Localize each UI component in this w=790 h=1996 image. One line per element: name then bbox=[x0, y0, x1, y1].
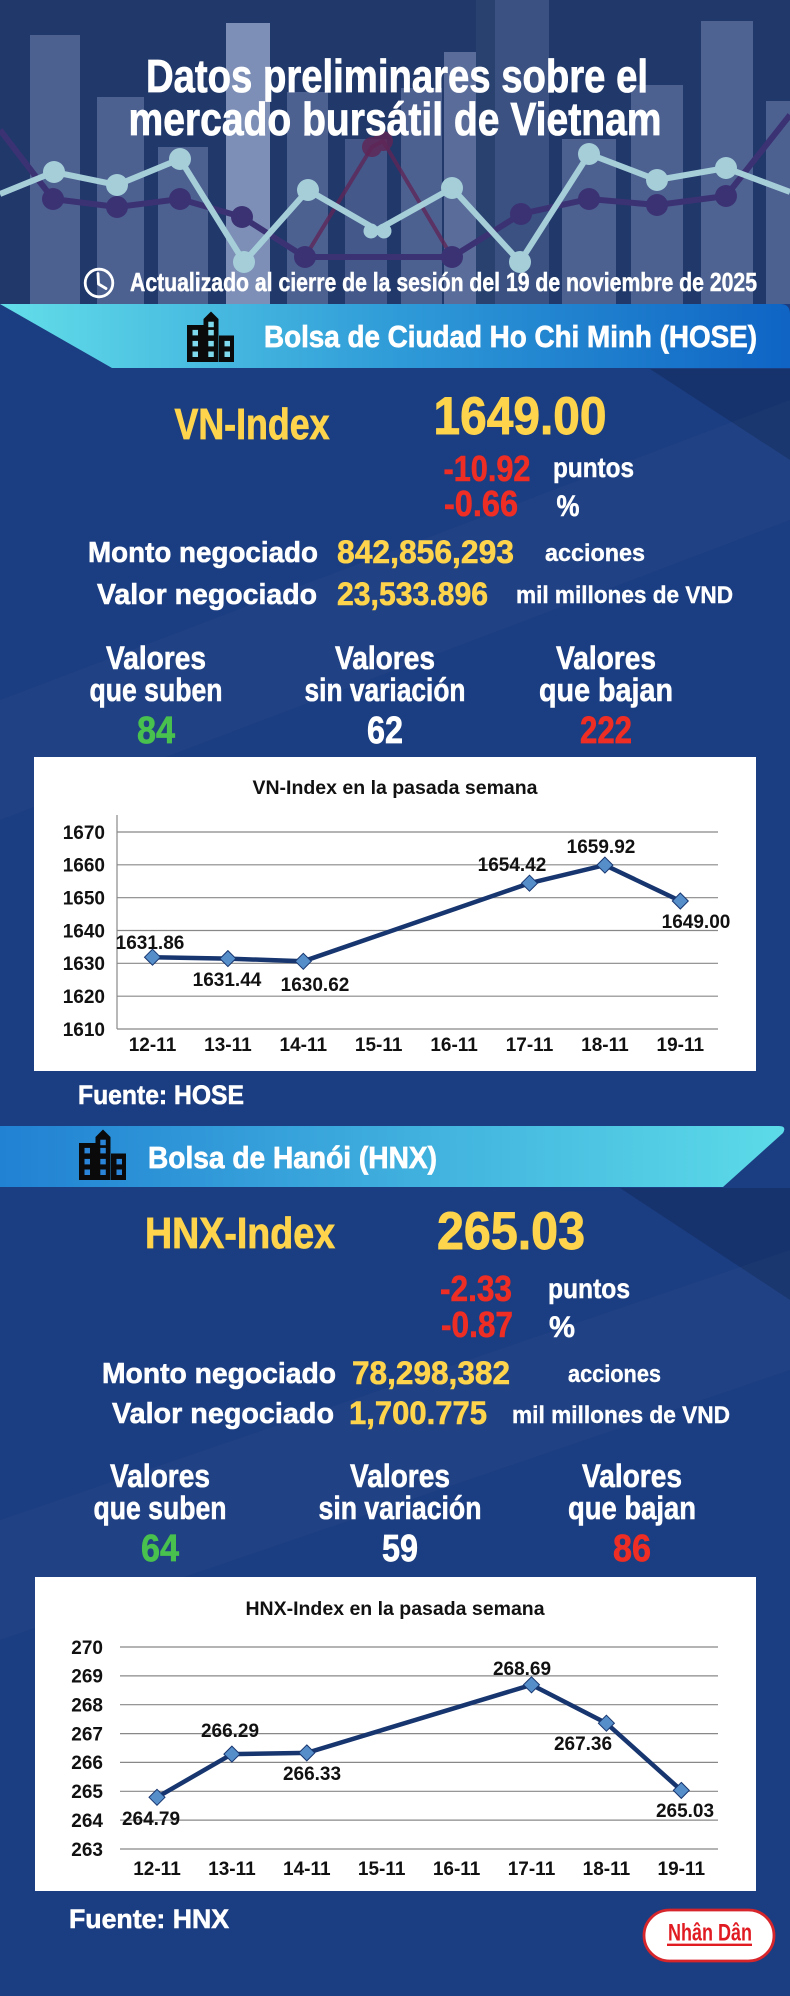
svg-text:Valores: Valores bbox=[350, 1458, 450, 1494]
svg-text:17-11: 17-11 bbox=[508, 1859, 556, 1880]
svg-text:1640: 1640 bbox=[63, 921, 105, 942]
svg-text:18-11: 18-11 bbox=[583, 1859, 631, 1880]
svg-text:270: 270 bbox=[71, 1638, 103, 1659]
svg-text:1631.86: 1631.86 bbox=[116, 933, 185, 954]
svg-text:84: 84 bbox=[137, 710, 175, 752]
svg-text:62: 62 bbox=[367, 710, 403, 752]
svg-text:1650: 1650 bbox=[63, 889, 105, 910]
svg-text:sin variación: sin variación bbox=[319, 1490, 482, 1526]
svg-text:265.03: 265.03 bbox=[437, 1202, 585, 1261]
svg-text:acciones: acciones bbox=[545, 540, 645, 567]
svg-text:Bolsa de Hanói (HNX): Bolsa de Hanói (HNX) bbox=[148, 1140, 437, 1175]
svg-text:que suben: que suben bbox=[90, 672, 223, 708]
svg-text:842,856,293: 842,856,293 bbox=[337, 534, 514, 570]
svg-text:1649.00: 1649.00 bbox=[434, 387, 607, 446]
svg-text:18-11: 18-11 bbox=[581, 1035, 629, 1056]
svg-text:-10.92: -10.92 bbox=[444, 448, 531, 489]
svg-text:VN-Index: VN-Index bbox=[175, 400, 330, 449]
svg-text:1649.00: 1649.00 bbox=[662, 912, 731, 933]
svg-text:Valor negociado: Valor negociado bbox=[112, 1398, 334, 1430]
svg-text:19-11: 19-11 bbox=[658, 1859, 706, 1880]
svg-text:puntos: puntos bbox=[548, 1273, 630, 1304]
svg-text:267: 267 bbox=[71, 1724, 103, 1745]
svg-text:1631.44: 1631.44 bbox=[193, 970, 262, 991]
svg-text:VN-Index en la pasada semana: VN-Index en la pasada semana bbox=[252, 777, 537, 799]
svg-text:1670: 1670 bbox=[63, 823, 105, 844]
svg-text:%: % bbox=[549, 1311, 575, 1344]
svg-text:264.79: 264.79 bbox=[122, 1809, 180, 1830]
svg-text:-0.66: -0.66 bbox=[444, 483, 518, 524]
svg-text:HNX-Index en la pasada semana: HNX-Index en la pasada semana bbox=[245, 1598, 544, 1620]
svg-text:266: 266 bbox=[71, 1753, 103, 1774]
svg-text:16-11: 16-11 bbox=[433, 1859, 481, 1880]
svg-text:23,533.896: 23,533.896 bbox=[337, 576, 488, 612]
svg-text:sin variación: sin variación bbox=[305, 672, 466, 708]
svg-text:269: 269 bbox=[71, 1667, 103, 1688]
svg-text:Monto negociado: Monto negociado bbox=[102, 1358, 336, 1390]
svg-text:17-11: 17-11 bbox=[506, 1035, 554, 1056]
svg-text:1630.62: 1630.62 bbox=[281, 975, 350, 996]
svg-text:1654.42: 1654.42 bbox=[478, 855, 547, 876]
svg-text:263: 263 bbox=[71, 1840, 103, 1861]
svg-text:Nhân Dân: Nhân Dân bbox=[668, 1920, 752, 1947]
svg-text:Fuente: HNX: Fuente: HNX bbox=[69, 1904, 229, 1934]
svg-text:15-11: 15-11 bbox=[355, 1035, 403, 1056]
svg-text:que bajan: que bajan bbox=[539, 672, 673, 708]
svg-text:12-11: 12-11 bbox=[133, 1859, 181, 1880]
svg-text:78,298,382: 78,298,382 bbox=[352, 1355, 510, 1391]
svg-text:1620: 1620 bbox=[63, 987, 105, 1008]
svg-text:-2.33: -2.33 bbox=[440, 1268, 512, 1309]
svg-text:64: 64 bbox=[141, 1528, 179, 1570]
svg-text:265: 265 bbox=[71, 1782, 103, 1803]
svg-text:15-11: 15-11 bbox=[358, 1859, 406, 1880]
svg-text:-0.87: -0.87 bbox=[441, 1304, 513, 1345]
svg-text:268: 268 bbox=[71, 1696, 103, 1717]
svg-text:12-11: 12-11 bbox=[129, 1035, 177, 1056]
svg-text:268.69: 268.69 bbox=[493, 1659, 551, 1680]
svg-text:Bolsa de Ciudad Ho Chi Minh (H: Bolsa de Ciudad Ho Chi Minh (HOSE) bbox=[264, 319, 757, 354]
svg-text:86: 86 bbox=[613, 1528, 651, 1570]
svg-text:Valor negociado: Valor negociado bbox=[97, 579, 317, 611]
svg-text:266.33: 266.33 bbox=[283, 1764, 341, 1785]
svg-text:que bajan: que bajan bbox=[568, 1490, 696, 1526]
svg-text:mil millones de VND: mil millones de VND bbox=[516, 582, 733, 609]
svg-text:Valores: Valores bbox=[582, 1458, 682, 1494]
svg-text:puntos: puntos bbox=[553, 452, 634, 483]
svg-text:1660: 1660 bbox=[63, 856, 105, 877]
svg-text:acciones: acciones bbox=[568, 1361, 661, 1388]
svg-text:mercado bursátil de Vietnam: mercado bursátil de Vietnam bbox=[129, 93, 662, 145]
svg-text:266.29: 266.29 bbox=[201, 1721, 259, 1742]
svg-text:%: % bbox=[557, 490, 580, 523]
svg-text:16-11: 16-11 bbox=[430, 1035, 478, 1056]
svg-text:Valores: Valores bbox=[556, 640, 656, 676]
svg-text:19-11: 19-11 bbox=[657, 1035, 705, 1056]
svg-text:mil millones de VND: mil millones de VND bbox=[512, 1402, 730, 1429]
svg-text:267.36: 267.36 bbox=[554, 1734, 612, 1755]
svg-text:Valores: Valores bbox=[335, 640, 435, 676]
svg-text:HNX-Index: HNX-Index bbox=[145, 1209, 335, 1258]
svg-text:que suben: que suben bbox=[94, 1490, 227, 1526]
svg-text:Fuente: HOSE: Fuente: HOSE bbox=[78, 1080, 244, 1110]
svg-text:265.03: 265.03 bbox=[656, 1801, 714, 1822]
svg-text:1,700.775: 1,700.775 bbox=[349, 1395, 487, 1431]
svg-text:59: 59 bbox=[382, 1528, 418, 1570]
svg-text:Actualizado al cierre de la se: Actualizado al cierre de la sesión del 1… bbox=[130, 267, 757, 297]
svg-text:Valores: Valores bbox=[110, 1458, 210, 1494]
svg-text:1610: 1610 bbox=[63, 1020, 105, 1041]
svg-text:Valores: Valores bbox=[106, 640, 206, 676]
svg-text:13-11: 13-11 bbox=[208, 1859, 256, 1880]
svg-text:14-11: 14-11 bbox=[280, 1035, 328, 1056]
svg-text:13-11: 13-11 bbox=[204, 1035, 252, 1056]
svg-text:Monto negociado: Monto negociado bbox=[88, 537, 318, 569]
svg-text:1659.92: 1659.92 bbox=[567, 837, 636, 858]
svg-text:264: 264 bbox=[71, 1811, 103, 1832]
svg-text:14-11: 14-11 bbox=[283, 1859, 331, 1880]
svg-text:1630: 1630 bbox=[63, 954, 105, 975]
svg-text:Datos preliminares sobre el: Datos preliminares sobre el bbox=[146, 50, 648, 102]
svg-text:222: 222 bbox=[580, 710, 632, 752]
